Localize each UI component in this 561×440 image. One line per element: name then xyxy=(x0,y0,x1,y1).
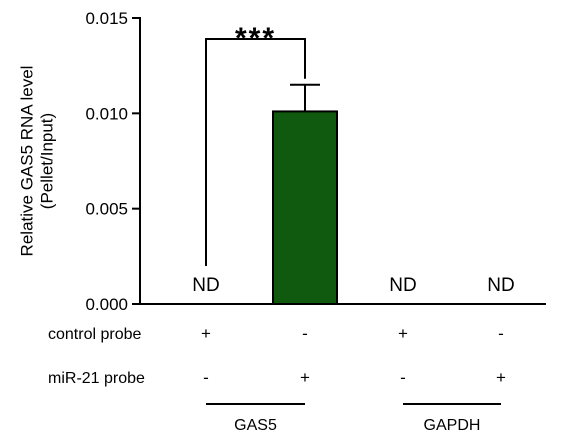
condition-label-0: control probe xyxy=(48,326,141,343)
y-axis-title-line-2: (Pellet/Input) xyxy=(37,113,56,209)
plot-area: 0.000 0.005 0.010 0.015 Relative GAS5 RNA le… xyxy=(17,9,546,434)
condition-sign-0-1: - xyxy=(302,324,308,343)
significance-stars: *** xyxy=(235,22,276,55)
nd-label-0: ND xyxy=(192,275,219,296)
group-label-0: GAS5 xyxy=(234,417,277,434)
bar-1 xyxy=(272,110,338,305)
condition-sign-1-1: + xyxy=(300,368,310,387)
condition-sign-0-0: + xyxy=(201,324,211,343)
y-tick-label-3: 0.015 xyxy=(85,9,128,28)
condition-label-1: miR-21 probe xyxy=(48,370,145,387)
condition-sign-1-2: - xyxy=(400,368,406,387)
y-axis-title-line-1: Relative GAS5 RNA level xyxy=(17,66,36,257)
condition-sign-1-0: - xyxy=(203,368,209,387)
condition-sign-0-3: - xyxy=(498,324,504,343)
condition-sign-0-2: + xyxy=(398,324,408,343)
condition-sign-1-3: + xyxy=(496,368,506,387)
y-tick-label-0: 0.000 xyxy=(85,295,128,314)
group-label-1: GAPDH xyxy=(424,417,481,434)
nd-label-3: ND xyxy=(487,275,514,296)
significance-bracket xyxy=(205,38,306,266)
y-tick-label-1: 0.005 xyxy=(85,200,128,219)
nd-label-2: ND xyxy=(389,275,416,296)
y-tick-label-2: 0.010 xyxy=(85,104,128,123)
